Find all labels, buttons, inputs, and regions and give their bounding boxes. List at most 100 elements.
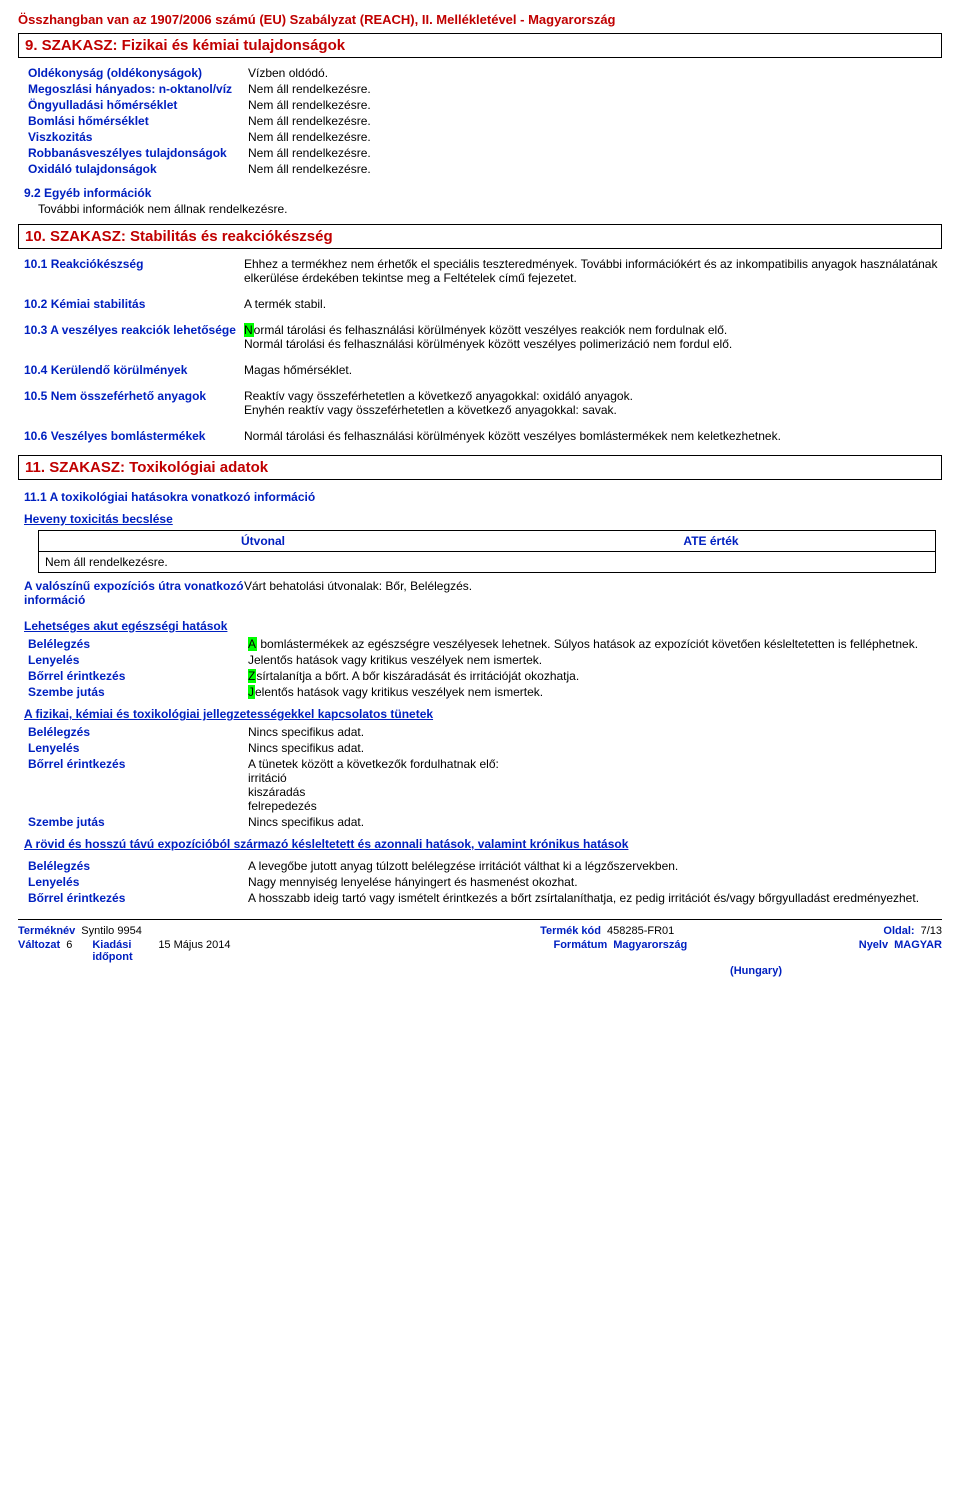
footer-page-value: 7/13 xyxy=(921,925,942,937)
prop-row: Bőrrel érintkezésA hosszabb ideig tartó … xyxy=(18,891,942,905)
footer-format-value: Magyarország xyxy=(613,939,687,963)
regulation-header: Összhangban van az 1907/2006 számú (EU) … xyxy=(18,12,942,27)
defn-row: 10.4 Kerülendő körülményekMagas hőmérsék… xyxy=(18,363,942,377)
exposure-row: A valószínű expozíciós útra vonatkozó in… xyxy=(18,579,942,607)
defn-label: 10.5 Nem összeférhető anyagok xyxy=(24,389,244,417)
prop-label: Bőrrel érintkezés xyxy=(28,757,248,813)
prop-label: Lenyelés xyxy=(28,653,248,667)
table-header: Útvonal ATE érték xyxy=(38,530,936,552)
prop-value: A hosszabb ideig tartó vagy ismételt éri… xyxy=(248,891,942,905)
section-9-props: Oldékonyság (oldékonyságok)Vízben oldódó… xyxy=(18,66,942,176)
prop-value-text: sírtalanítja a bőrt. A bőr kiszáradását … xyxy=(256,669,579,683)
prop-row: Bomlási hőmérsékletNem áll rendelkezésre… xyxy=(18,114,942,128)
prop-value: Nagy mennyiség lenyelése hányingert és h… xyxy=(248,875,942,889)
prop-label: Lenyelés xyxy=(28,741,248,755)
footer-issue-value: 15 Május 2014 xyxy=(158,939,230,963)
footer-lang-label: Nyelv xyxy=(859,939,888,963)
prop-value: Nem áll rendelkezésre. xyxy=(248,98,942,112)
acute-effects-title: Lehetséges akut egészségi hatások xyxy=(24,619,942,633)
footer-code-value: 458285-FR01 xyxy=(607,925,674,937)
prop-label: Oxidáló tulajdonságok xyxy=(28,162,248,176)
footer-product-value: Syntilo 9954 xyxy=(81,925,142,937)
defn-value: Normál tárolási és felhasználási körülmé… xyxy=(244,429,942,443)
ate-table: Útvonal ATE érték Nem áll rendelkezésre. xyxy=(38,530,936,573)
footer-country: (Hungary) xyxy=(730,965,782,977)
table-col-route: Útvonal xyxy=(39,534,487,548)
footer-version-label: Változat xyxy=(18,939,60,963)
prop-value: A levegőbe jutott anyag túlzott belélegz… xyxy=(248,859,942,873)
exposure-value: Várt behatolási útvonalak: Bőr, Belélegz… xyxy=(244,579,942,607)
defn-row: 10.2 Kémiai stabilitásA termék stabil. xyxy=(18,297,942,311)
defn-row: 10.1 ReakciókészségEhhez a termékhez nem… xyxy=(18,257,942,285)
prop-value: Zsírtalanítja a bőrt. A bőr kiszáradását… xyxy=(248,669,942,683)
sub-9-2-title: 9.2 Egyéb információk xyxy=(24,186,942,200)
prop-row: Szembe jutásNincs specifikus adat. xyxy=(18,815,942,829)
defn-label: 10.2 Kémiai stabilitás xyxy=(24,297,244,311)
prop-value-text: bomlástermékek az egészségre veszélyesek… xyxy=(257,637,918,651)
footer-issue-label: Kiadási időpont xyxy=(92,939,152,963)
defn-row: 10.6 Veszélyes bomlástermékekNormál táro… xyxy=(18,429,942,443)
footer-product-label: Terméknév xyxy=(18,925,75,937)
prop-row: LenyelésNagy mennyiség lenyelése hánying… xyxy=(18,875,942,889)
acute-tox-title: Heveny toxicitás becslése xyxy=(24,512,942,526)
prop-row: ViszkozitásNem áll rendelkezésre. xyxy=(18,130,942,144)
defn-value: Normál tárolási és felhasználási körülmé… xyxy=(244,323,942,351)
defn-row: 10.5 Nem összeférhető anyagokReaktív vag… xyxy=(18,389,942,417)
prop-value: Jelentős hatások vagy kritikus veszélyek… xyxy=(248,685,942,699)
prop-value: Nem áll rendelkezésre. xyxy=(248,146,942,160)
footer-code-label: Termék kód xyxy=(540,925,601,937)
defn-value-text: ormál tárolási és felhasználási körülmén… xyxy=(244,323,732,351)
prop-value: Nem áll rendelkezésre. xyxy=(248,130,942,144)
prop-label: Bőrrel érintkezés xyxy=(28,891,248,905)
prop-row: Bőrrel érintkezésZsírtalanítja a bőrt. A… xyxy=(18,669,942,683)
defn-label: 10.3 A veszélyes reakciók lehetősége xyxy=(24,323,244,351)
defn-value: A termék stabil. xyxy=(244,297,942,311)
table-col-ate: ATE érték xyxy=(487,534,935,548)
prop-row: Bőrrel érintkezésA tünetek között a köve… xyxy=(18,757,942,813)
defn-value: Reaktív vagy összeférhetetlen a következ… xyxy=(244,389,942,417)
prop-value: A tünetek között a következők fordulhatn… xyxy=(248,757,942,813)
prop-row: Öngyulladási hőmérsékletNem áll rendelke… xyxy=(18,98,942,112)
prop-label: Szembe jutás xyxy=(28,685,248,699)
prop-row: Oxidáló tulajdonságokNem áll rendelkezés… xyxy=(18,162,942,176)
prop-label: Bomlási hőmérséklet xyxy=(28,114,248,128)
prop-label: Belélegzés xyxy=(28,859,248,873)
defn-value: Magas hőmérséklet. xyxy=(244,363,942,377)
highlight-mark: A xyxy=(248,637,257,651)
prop-value: Nincs specifikus adat. xyxy=(248,741,942,755)
prop-label: Bőrrel érintkezés xyxy=(28,669,248,683)
prop-row: BelélegzésA levegőbe jutott anyag túlzot… xyxy=(18,859,942,873)
prop-row: Megoszlási hányados: n-oktanol/vízNem ál… xyxy=(18,82,942,96)
highlight-mark: N xyxy=(244,323,254,337)
prop-row: LenyelésJelentős hatások vagy kritikus v… xyxy=(18,653,942,667)
table-row: Nem áll rendelkezésre. xyxy=(38,552,936,573)
prop-row: Oldékonyság (oldékonyságok)Vízben oldódó… xyxy=(18,66,942,80)
prop-value-text: elentős hatások vagy kritikus veszélyek … xyxy=(255,685,543,699)
prop-label: Belélegzés xyxy=(28,637,248,651)
section-11-title: 11. SZAKASZ: Toxikológiai adatok xyxy=(18,455,942,480)
prop-label: Robbanásveszélyes tulajdonságok xyxy=(28,146,248,160)
prop-value: Nem áll rendelkezésre. xyxy=(248,162,942,176)
symptoms-title: A fizikai, kémiai és toxikológiai jelleg… xyxy=(24,707,942,721)
section-10-title: 10. SZAKASZ: Stabilitás és reakciókészsé… xyxy=(18,224,942,249)
prop-label: Szembe jutás xyxy=(28,815,248,829)
prop-value: Nem áll rendelkezésre. xyxy=(248,114,942,128)
delayed-title: A rövid és hosszú távú expozícióból szár… xyxy=(24,837,942,851)
defn-value: Ehhez a termékhez nem érhetők el speciál… xyxy=(244,257,942,285)
defn-label: 10.6 Veszélyes bomlástermékek xyxy=(24,429,244,443)
prop-value: Jelentős hatások vagy kritikus veszélyek… xyxy=(248,653,942,667)
prop-label: Megoszlási hányados: n-oktanol/víz xyxy=(28,82,248,96)
sub-9-2-text: További információk nem állnak rendelkez… xyxy=(18,202,942,216)
prop-label: Oldékonyság (oldékonyságok) xyxy=(28,66,248,80)
prop-row: Szembe jutásJelentős hatások vagy kritik… xyxy=(18,685,942,699)
prop-value: Nincs specifikus adat. xyxy=(248,815,942,829)
page-footer: Terméknév Syntilo 9954 Termék kód 458285… xyxy=(18,919,942,977)
prop-row: LenyelésNincs specifikus adat. xyxy=(18,741,942,755)
prop-value: A bomlástermékek az egészségre veszélyes… xyxy=(248,637,942,651)
prop-value: Vízben oldódó. xyxy=(248,66,942,80)
prop-row: Robbanásveszélyes tulajdonságokNem áll r… xyxy=(18,146,942,160)
defn-row: 10.3 A veszélyes reakciók lehetőségeNorm… xyxy=(18,323,942,351)
footer-lang-value: MAGYAR xyxy=(894,939,942,963)
footer-version-value: 6 xyxy=(66,939,72,963)
highlight-mark: J xyxy=(248,685,255,699)
